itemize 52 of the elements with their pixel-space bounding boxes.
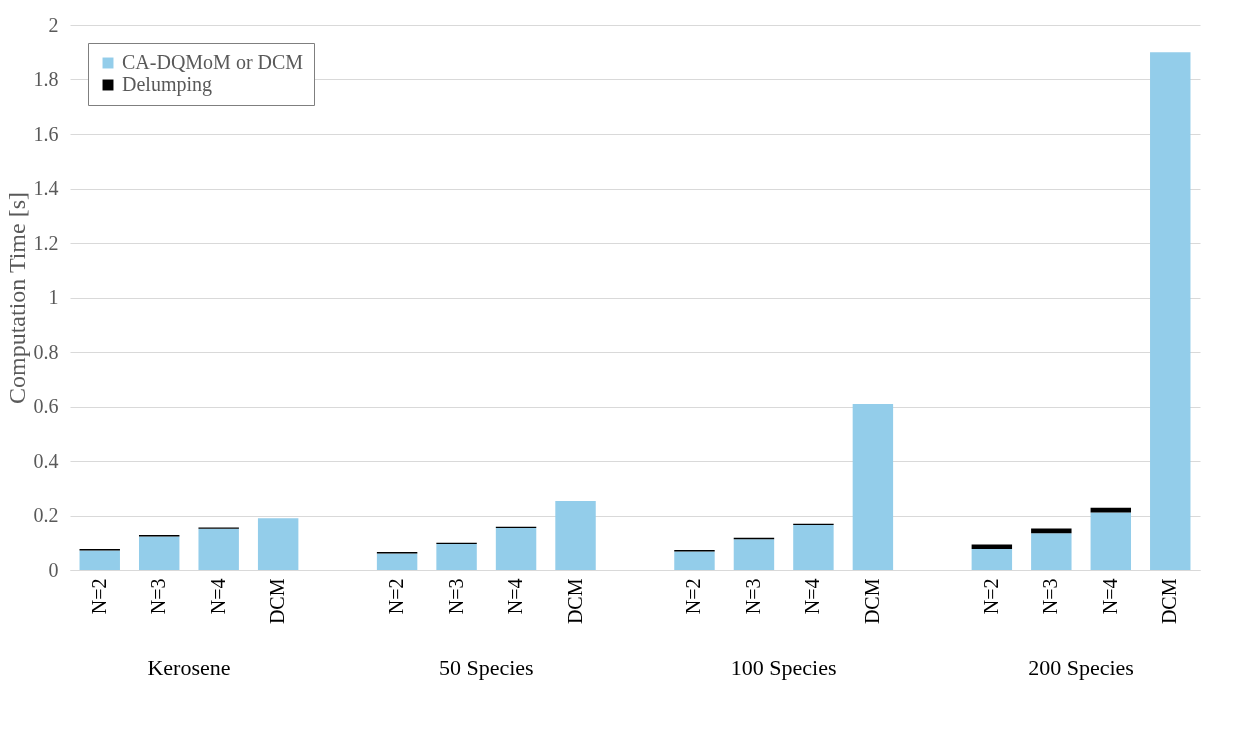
x-tick-label: N=2: [87, 578, 110, 615]
bar: [971, 544, 1013, 550]
bar: [555, 501, 596, 570]
x-tick-label: N=4: [206, 578, 229, 615]
y-tick-label: 0: [48, 558, 59, 581]
y-axis-title: Computation Time [s]: [3, 191, 30, 405]
text: Kerosene: [147, 655, 231, 680]
text: 100 Species: [730, 655, 837, 680]
x-tick-label: N=2: [979, 578, 1002, 615]
y-tick-label: 0.2: [33, 504, 59, 526]
x-tick-label: DCM: [266, 578, 289, 625]
x-tick-label: N=3: [444, 578, 467, 615]
x-tick-label: N=3: [147, 578, 170, 615]
bar: [674, 551, 715, 570]
bar: [1031, 533, 1072, 570]
y-tick-label: 0.8: [33, 340, 59, 363]
y-tick-label: 1.8: [33, 68, 59, 90]
x-tick-label: N=3: [741, 578, 764, 615]
y-tick-label: 0.6: [33, 395, 59, 417]
x-tick-label: DCM: [563, 578, 586, 625]
bar: [138, 536, 180, 570]
x-tick-label: N=4: [801, 578, 824, 615]
bar: [436, 544, 477, 570]
bar: [376, 553, 418, 570]
x-tick-label: N=4: [1098, 578, 1121, 615]
y-tick-label: 1: [48, 286, 59, 308]
legend-label: CA-DQMoM or DCM: [122, 51, 304, 73]
text: 200 Species: [1028, 655, 1134, 680]
y-tick-label: 1.4: [33, 177, 59, 199]
x-tick-label: N=2: [385, 578, 408, 615]
text: 50 Species: [438, 655, 534, 680]
x-tick-label: N=2: [682, 578, 705, 615]
legend-label: Delumping: [122, 73, 212, 96]
bar: [1090, 507, 1132, 513]
bar: [971, 549, 1013, 570]
x-tick-label: N=4: [504, 578, 527, 615]
x-tick-label: N=3: [1039, 578, 1062, 615]
bar: [1090, 512, 1132, 570]
bar: [495, 528, 537, 570]
y-tick-label: 1.2: [33, 231, 59, 254]
bar: [1150, 52, 1191, 570]
bar: [733, 539, 775, 570]
bar: [79, 550, 120, 570]
bar: [852, 404, 894, 570]
bar: [198, 528, 239, 570]
x-tick-label: DCM: [860, 578, 883, 625]
x-tick-label: DCM: [1158, 578, 1181, 625]
bar: [257, 518, 299, 570]
bar: [793, 525, 834, 570]
y-tick-label: 1.6: [33, 122, 59, 145]
y-tick-label: 2: [48, 13, 59, 36]
y-tick-label: 0.4: [33, 449, 59, 472]
